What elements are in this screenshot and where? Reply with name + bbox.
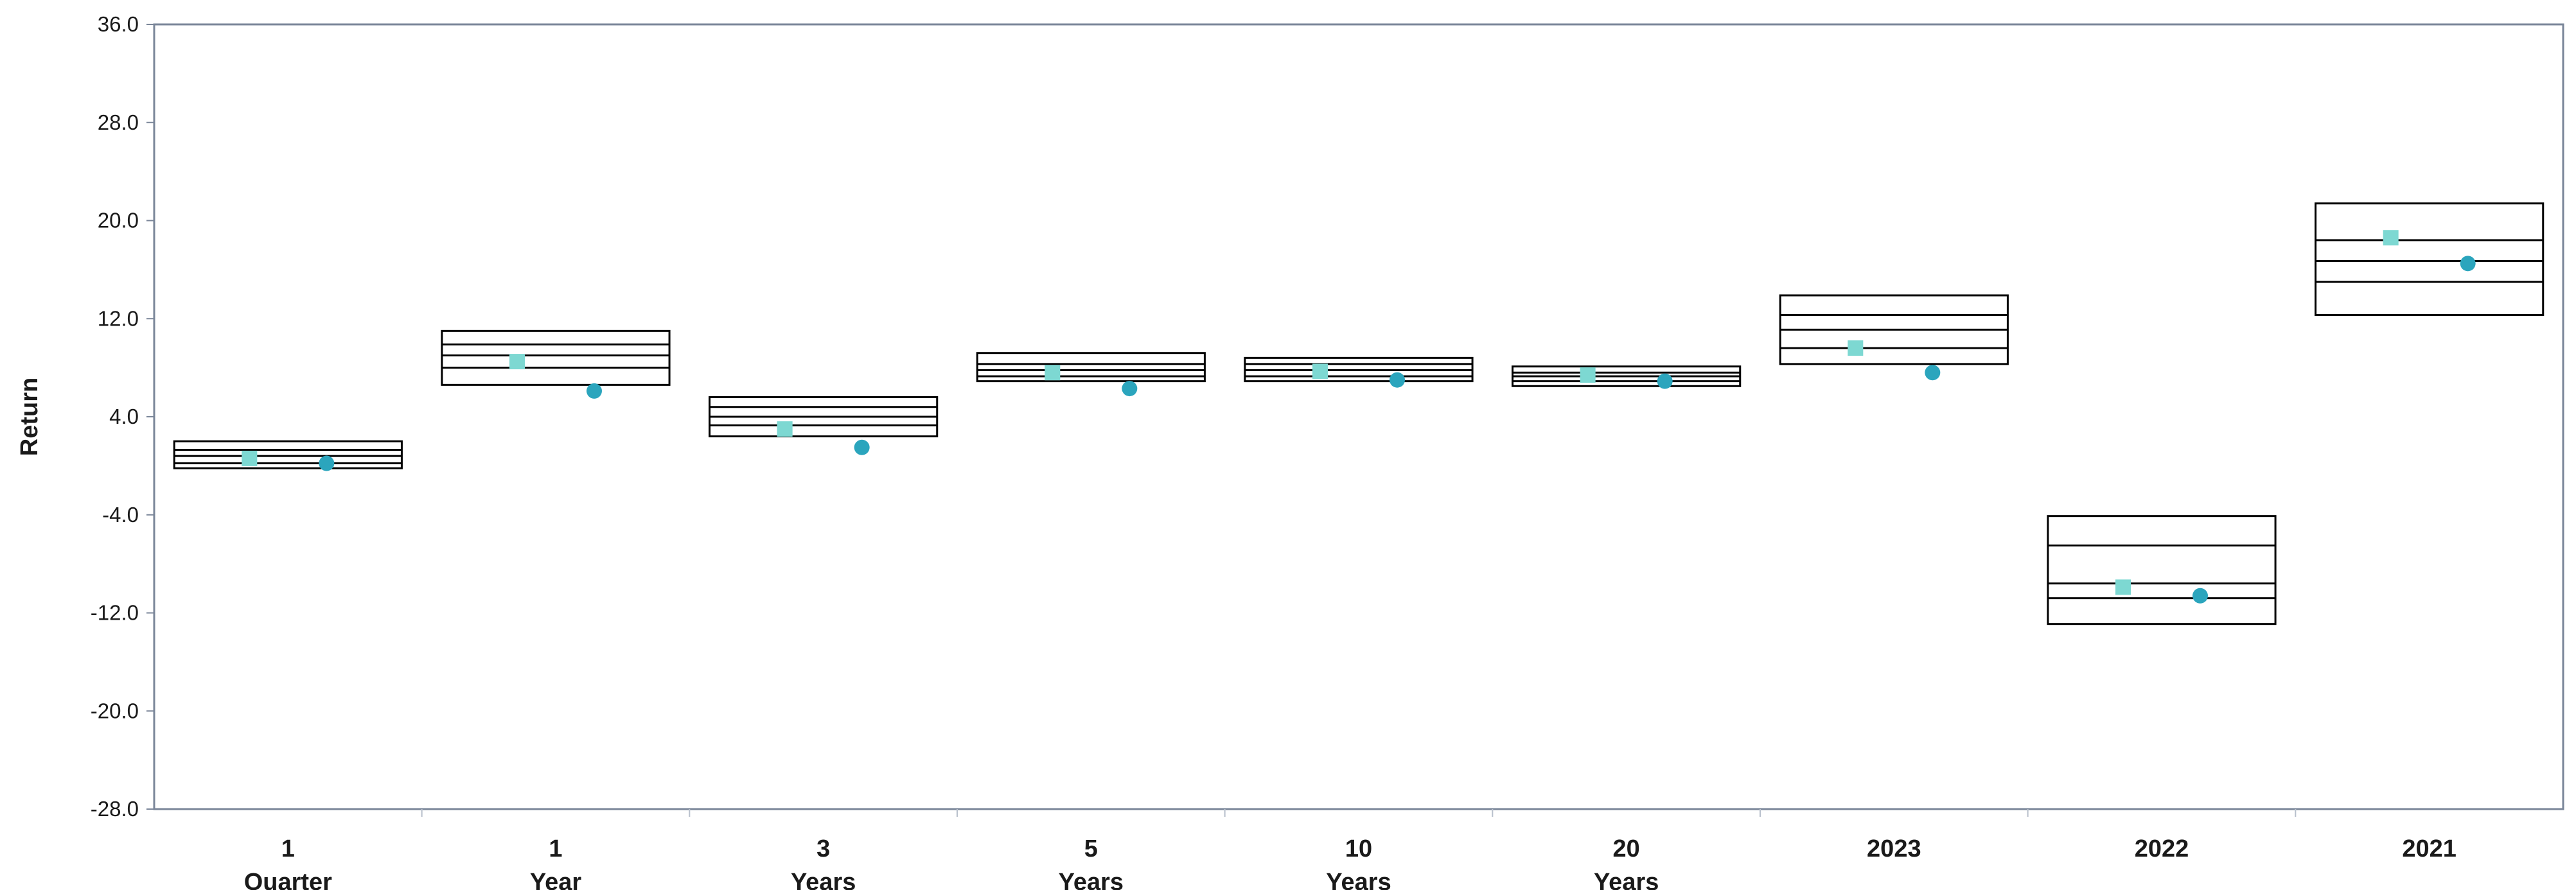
x-axis: 1 Quarter 1 Year 3 Years 5 Years 10 Years 20 Years 2…: [244, 835, 2457, 890]
y-tick-label: 36.0: [98, 12, 139, 36]
square-marker: [242, 450, 258, 466]
circle-marker: [2460, 256, 2476, 272]
square-marker: [777, 421, 793, 437]
x-category-label: Quarter: [244, 869, 332, 890]
x-category-label: 1: [549, 835, 562, 862]
y-tick-label: 4.0: [109, 405, 139, 428]
x-category-label: 1: [281, 835, 295, 862]
x-category-label: 20: [1613, 835, 1640, 862]
square-marker: [2115, 579, 2131, 595]
x-category-label: 2021: [2402, 835, 2457, 862]
x-category-label: Years: [1594, 869, 1659, 890]
x-category-label: Year: [530, 869, 582, 890]
x-category-label: Years: [1059, 869, 1124, 890]
circle-marker: [1122, 381, 1138, 397]
circle-marker: [2192, 588, 2208, 604]
y-tick-label: -4.0: [102, 503, 139, 527]
square-marker: [2383, 230, 2399, 246]
x-category-label: 2023: [1867, 835, 1921, 862]
range-box: [2315, 202, 2545, 317]
circle-marker: [1389, 372, 1405, 388]
boxes-layer: [173, 202, 2545, 625]
circle-marker: [1925, 365, 1941, 381]
square-marker: [1848, 340, 1864, 356]
y-tick-label: -12.0: [91, 601, 139, 625]
y-tick-label: 12.0: [98, 306, 139, 330]
circle-marker: [319, 455, 335, 471]
x-category-label: 10: [1345, 835, 1372, 862]
square-marker: [1580, 367, 1596, 383]
square-marker: [1312, 363, 1328, 380]
y-tick-label: 20.0: [98, 209, 139, 232]
x-category-label: 5: [1084, 835, 1098, 862]
circle-marker: [854, 439, 870, 455]
square-marker: [1045, 365, 1061, 381]
x-category-label: 2022: [2135, 835, 2189, 862]
square-marker: [509, 354, 525, 370]
circle-marker: [587, 383, 602, 399]
x-category-label: 3: [816, 835, 830, 862]
plot-area: [153, 23, 2564, 810]
y-tick-label: -20.0: [91, 699, 139, 722]
y-tick-label: -28.0: [91, 797, 139, 821]
range-box: [2047, 515, 2277, 625]
y-tick-label: 28.0: [98, 110, 139, 134]
markers-layer: [242, 230, 2476, 604]
circle-marker: [1657, 373, 1673, 389]
y-axis: 36.0 28.0 20.0 12.0 4.0 -4.0 -12.0 -20.0 -28.0: [91, 12, 2297, 821]
range-box: [441, 329, 671, 386]
x-category-label: Years: [1326, 869, 1391, 890]
y-axis-title: Return: [16, 378, 43, 456]
x-category-label: Years: [791, 869, 856, 890]
